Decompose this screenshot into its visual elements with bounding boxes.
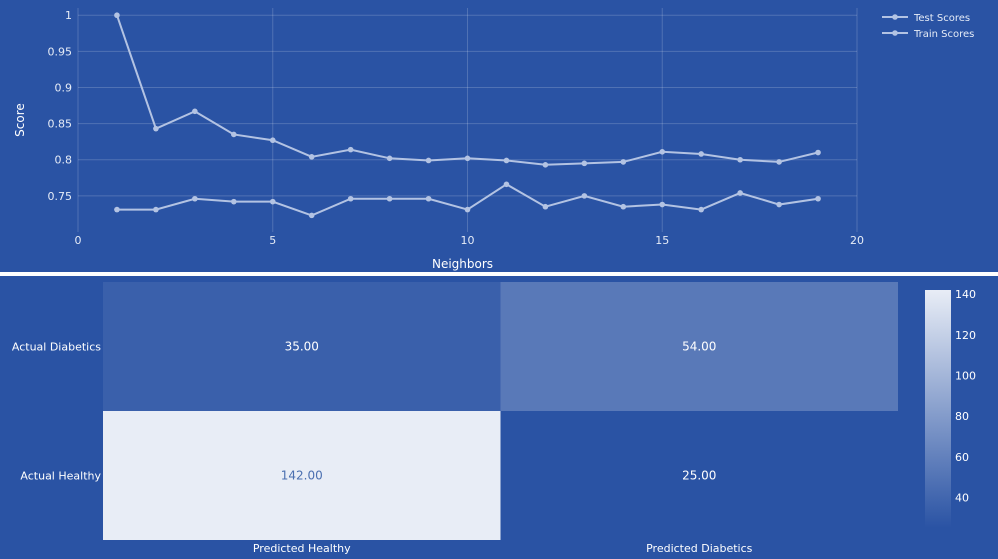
cell-value-label: 25.00: [682, 469, 716, 483]
data-point: [737, 190, 743, 196]
cell-value-label: 54.00: [682, 340, 716, 354]
y-tick-label: 0.85: [48, 118, 73, 131]
colorbar-tick-label: 140: [955, 288, 976, 301]
data-point: [231, 131, 237, 138]
data-point: [192, 108, 198, 115]
heatmap-cell: [500, 411, 898, 540]
legend-label: Test Scores: [913, 13, 970, 24]
y-axis-title: Score: [13, 103, 27, 137]
heatmap-cell: [103, 282, 501, 411]
cell-value-label: 142.00: [281, 469, 323, 483]
data-point: [464, 155, 471, 162]
data-point: [815, 149, 821, 156]
colorbar-tick-label: 80: [955, 410, 969, 423]
y-category-label: Actual Healthy: [20, 470, 101, 483]
data-point: [776, 159, 782, 165]
y-tick-label: 0.9: [55, 81, 73, 94]
x-tick-label: 15: [655, 234, 669, 247]
x-axis-title: Neighbors: [432, 257, 493, 271]
data-point: [269, 137, 276, 144]
legend-label: Train Scores: [913, 29, 974, 40]
data-point: [114, 206, 120, 213]
data-point: [114, 12, 120, 19]
x-category-label: Predicted Healthy: [253, 542, 351, 555]
colorbar-tick-label: 40: [955, 491, 969, 504]
data-point: [776, 201, 782, 208]
legend-marker: [892, 30, 898, 36]
colorbar-tick-label: 60: [955, 451, 969, 464]
data-point: [815, 195, 821, 202]
line-chart: 0 5 10 15 20 0.75 0.8 0.85 0.9 0.95 1 Neighbors Scor…: [13, 8, 974, 271]
heatmap-panel: 35.00 54.00 142.00 25.00 Actual Diabetics Act…: [0, 276, 998, 559]
data-point: [659, 201, 666, 208]
data-point: [581, 193, 588, 199]
data-point: [737, 156, 743, 163]
panel-divider: [0, 272, 998, 276]
y-tick-label: 0.95: [48, 45, 73, 58]
confusion-matrix-heatmap: 35.00 54.00 142.00 25.00 Actual Diabetics Act…: [12, 282, 976, 555]
data-point: [386, 195, 393, 202]
x-tick-label: 20: [850, 234, 864, 247]
y-tick-label: 0.75: [48, 190, 73, 203]
x-tick-label: 10: [461, 234, 475, 247]
data-point: [347, 146, 354, 153]
data-point: [620, 159, 627, 165]
data-point: [581, 160, 588, 167]
heatmap-cell: [500, 282, 898, 411]
x-tick-label: 0: [75, 234, 82, 247]
data-point: [308, 212, 315, 219]
data-point: [269, 198, 276, 205]
data-point: [503, 157, 510, 164]
data-point: [425, 195, 432, 202]
colorbar-tick-label: 100: [955, 369, 976, 382]
data-point: [192, 195, 198, 202]
data-point: [464, 206, 471, 213]
y-category-label: Actual Diabetics: [12, 341, 101, 354]
data-point: [308, 154, 315, 160]
data-point: [698, 151, 704, 157]
legend-marker: [892, 14, 898, 20]
data-point: [503, 181, 510, 188]
data-point: [698, 206, 704, 213]
heatmap-cell: [103, 411, 501, 540]
data-point: [153, 125, 159, 132]
colorbar: [925, 290, 951, 528]
data-point: [386, 155, 393, 162]
data-point: [425, 157, 432, 164]
data-point: [542, 203, 549, 210]
data-point: [347, 195, 354, 202]
colorbar-tick-label: 120: [955, 329, 976, 342]
x-tick-label: 5: [269, 234, 276, 247]
x-category-label: Predicted Diabetics: [646, 542, 753, 555]
data-point: [659, 148, 666, 155]
y-tick-label: 0.8: [55, 154, 73, 167]
data-point: [542, 162, 549, 168]
data-point: [620, 203, 627, 210]
y-tick-label: 1: [65, 9, 72, 22]
data-point: [153, 206, 159, 213]
line-chart-panel: 0 5 10 15 20 0.75 0.8 0.85 0.9 0.95 1 Neighbors Scor…: [0, 0, 998, 272]
cell-value-label: 35.00: [285, 340, 319, 354]
data-point: [231, 198, 237, 205]
